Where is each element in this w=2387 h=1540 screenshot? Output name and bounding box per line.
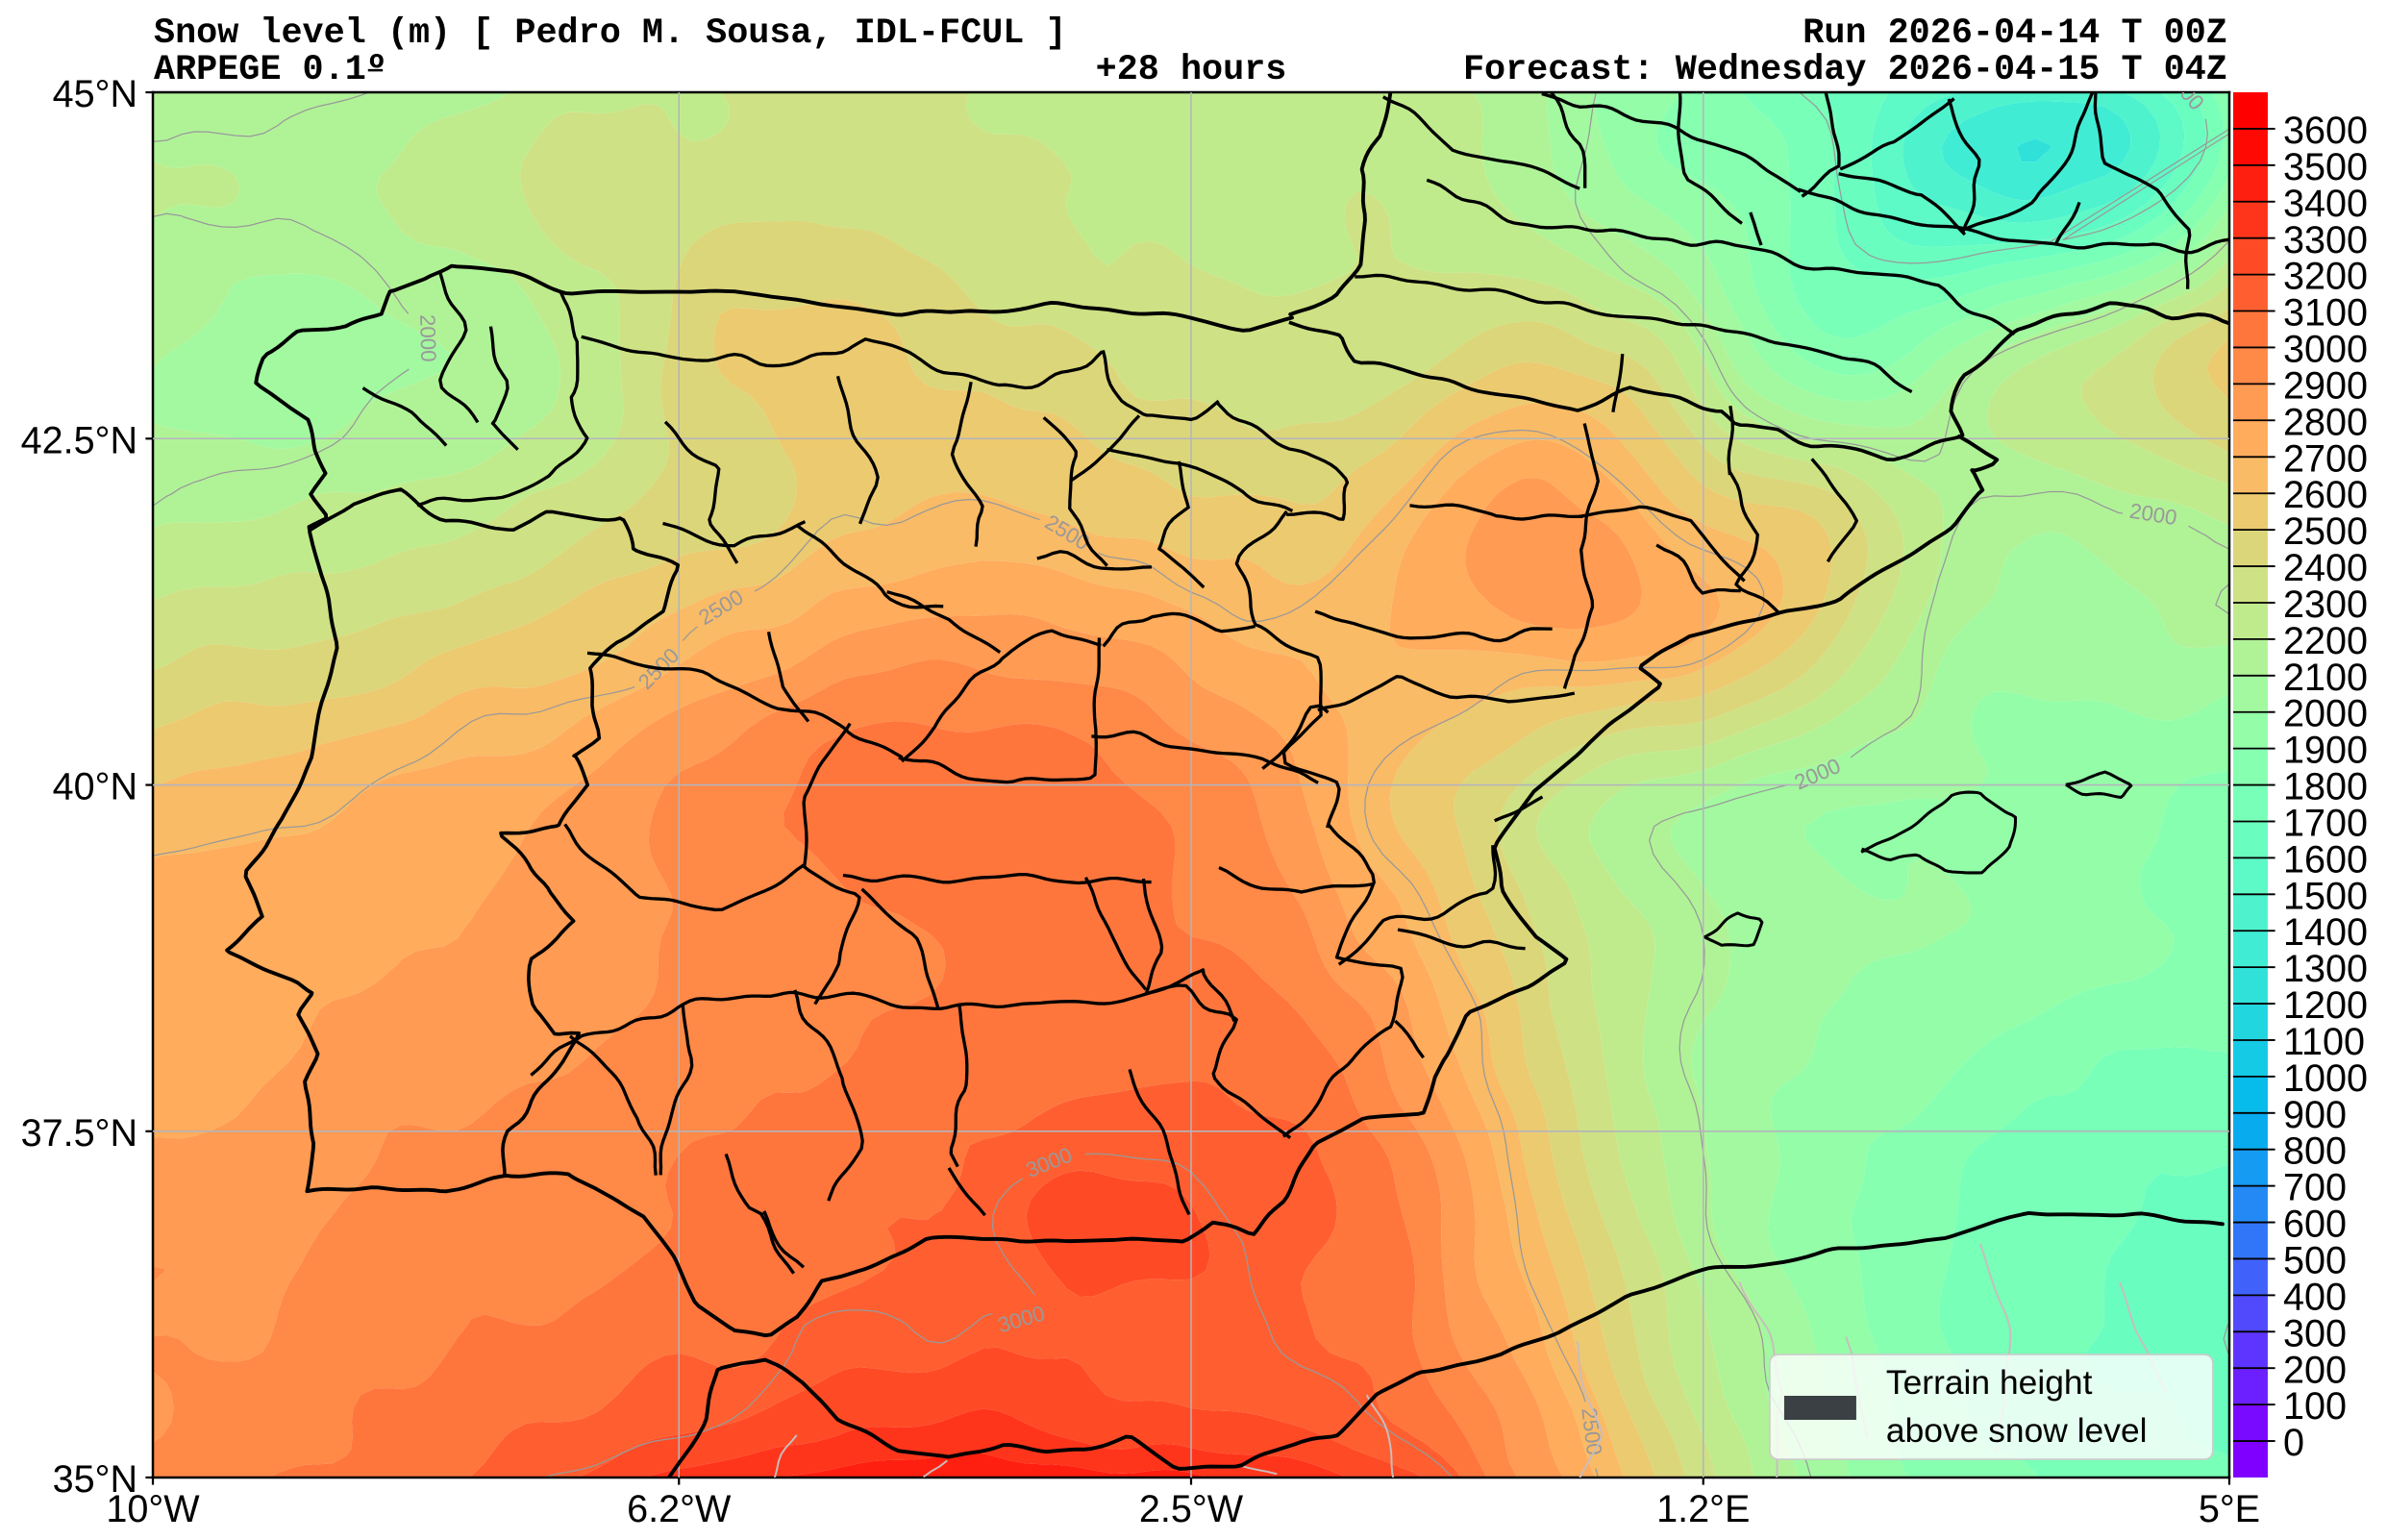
svg-text:+28 hours: +28 hours xyxy=(1096,50,1287,90)
svg-text:0: 0 xyxy=(2283,1422,2304,1464)
svg-text:2.5°W: 2.5°W xyxy=(1139,1488,1244,1530)
svg-text:35°N: 35°N xyxy=(53,1458,137,1501)
svg-text:2700: 2700 xyxy=(2283,437,2368,480)
svg-text:1900: 1900 xyxy=(2283,730,2368,772)
svg-text:40°N: 40°N xyxy=(53,766,137,808)
svg-text:10°W: 10°W xyxy=(106,1488,200,1530)
svg-text:300: 300 xyxy=(2283,1312,2347,1354)
svg-text:1000: 1000 xyxy=(2283,1057,2368,1100)
svg-text:Forecast: Wednesday 2026-04-15: Forecast: Wednesday 2026-04-15 T 04Z xyxy=(1463,50,2227,90)
svg-text:6.2°W: 6.2°W xyxy=(627,1488,732,1530)
svg-text:2300: 2300 xyxy=(2283,584,2368,626)
svg-text:2800: 2800 xyxy=(2283,401,2368,443)
svg-text:2200: 2200 xyxy=(2283,620,2368,662)
svg-text:3400: 3400 xyxy=(2283,183,2368,225)
svg-text:2000: 2000 xyxy=(415,314,440,362)
svg-text:3500: 3500 xyxy=(2283,146,2368,188)
svg-text:3100: 3100 xyxy=(2283,292,2368,335)
svg-text:1700: 1700 xyxy=(2283,802,2368,844)
svg-text:above snow level: above snow level xyxy=(1886,1411,2148,1450)
svg-text:2000: 2000 xyxy=(2283,693,2368,735)
svg-text:ARPEGE 0.1º: ARPEGE 0.1º xyxy=(154,50,387,90)
svg-text:42.5°N: 42.5°N xyxy=(21,419,137,461)
svg-text:3200: 3200 xyxy=(2283,256,2368,298)
svg-text:400: 400 xyxy=(2283,1277,2347,1319)
svg-text:200: 200 xyxy=(2283,1349,2347,1391)
svg-text:3000: 3000 xyxy=(2283,329,2368,371)
svg-text:600: 600 xyxy=(2283,1204,2347,1246)
svg-text:Terrain height: Terrain height xyxy=(1886,1363,2093,1402)
svg-text:700: 700 xyxy=(2283,1167,2347,1209)
svg-text:1500: 1500 xyxy=(2283,875,2368,917)
svg-text:1600: 1600 xyxy=(2283,838,2368,881)
svg-text:2900: 2900 xyxy=(2283,364,2368,407)
svg-text:1100: 1100 xyxy=(2283,1021,2365,1063)
svg-text:1200: 1200 xyxy=(2283,984,2368,1027)
svg-text:2600: 2600 xyxy=(2283,474,2368,516)
svg-text:1300: 1300 xyxy=(2283,948,2368,990)
svg-text:Run 2026-04-14 T 00Z: Run 2026-04-14 T 00Z xyxy=(1803,13,2227,54)
svg-text:Snow level (m) [ Pedro M. Sous: Snow level (m) [ Pedro M. Sousa, IDL-FCU… xyxy=(154,13,1067,54)
svg-text:1800: 1800 xyxy=(2283,766,2368,808)
svg-text:500: 500 xyxy=(2283,1239,2347,1281)
svg-text:2500: 2500 xyxy=(2283,510,2368,553)
svg-text:2100: 2100 xyxy=(2283,657,2368,699)
svg-text:1400: 1400 xyxy=(2283,911,2368,954)
svg-text:800: 800 xyxy=(2283,1130,2347,1173)
svg-text:900: 900 xyxy=(2283,1094,2347,1136)
svg-text:1.2°E: 1.2°E xyxy=(1656,1488,1750,1530)
svg-text:2400: 2400 xyxy=(2283,547,2368,589)
svg-text:37.5°N: 37.5°N xyxy=(21,1112,137,1155)
svg-text:45°N: 45°N xyxy=(53,73,137,115)
svg-text:3300: 3300 xyxy=(2283,219,2368,261)
svg-text:5°E: 5°E xyxy=(2199,1488,2260,1530)
svg-text:100: 100 xyxy=(2283,1385,2347,1428)
svg-text:3600: 3600 xyxy=(2283,110,2368,152)
